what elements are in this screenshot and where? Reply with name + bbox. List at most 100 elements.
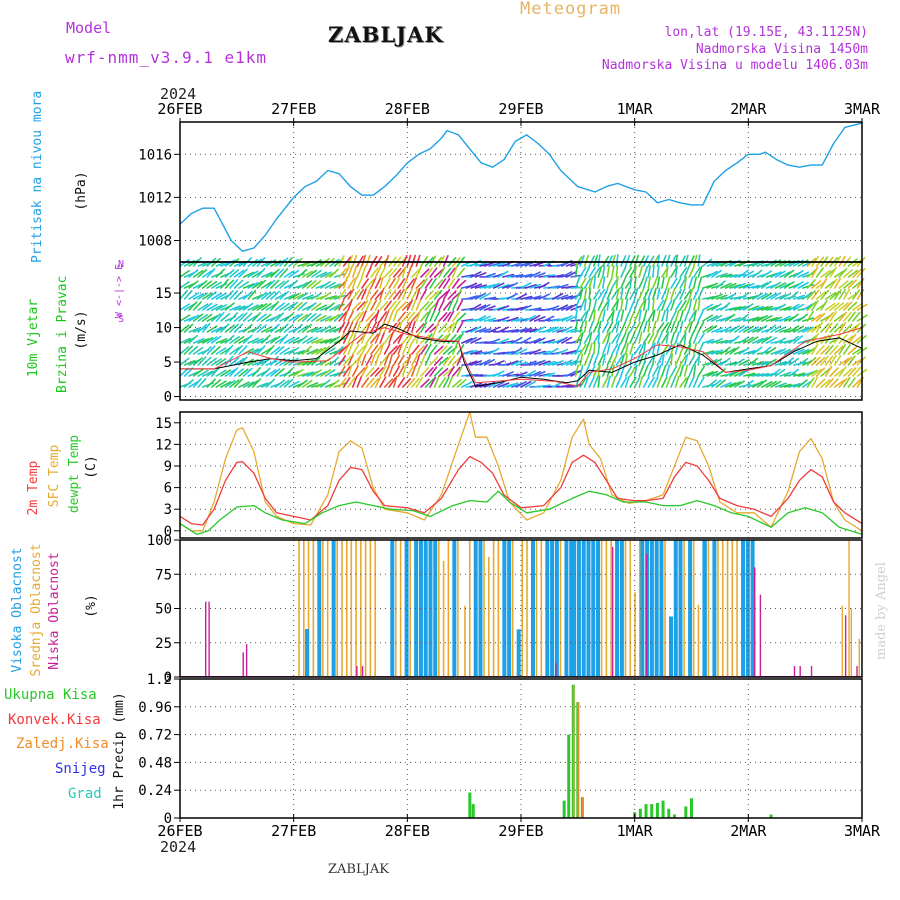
wind-arrow [329, 371, 342, 377]
wind-arrow [629, 310, 636, 322]
wind-arrow [333, 359, 346, 366]
wind-arrow [374, 277, 382, 289]
wind-arrow [597, 254, 601, 267]
wind-arrow [792, 281, 804, 289]
wind-arrow [179, 346, 190, 355]
wind-arrow [338, 355, 347, 366]
high-cloud-bar [569, 540, 574, 677]
high-cloud-bar [649, 540, 654, 677]
wind-arrow [715, 294, 728, 300]
wind-arrow [711, 338, 723, 344]
high-cloud-bar [640, 540, 645, 677]
wind-arrow [224, 369, 236, 377]
wind-arrow [779, 383, 792, 388]
wind-arrow [642, 298, 647, 311]
wind-arrow [406, 288, 413, 300]
wind-arrow [415, 254, 421, 267]
wind-arrow [702, 314, 714, 322]
wind-arrow [756, 379, 767, 388]
wind-arrow [233, 269, 245, 278]
wind-arrow [479, 315, 491, 322]
wind-arrow [461, 274, 474, 278]
wind-arrow [474, 315, 487, 322]
wind-arrow [351, 375, 358, 388]
high-cloud-bar [586, 540, 591, 677]
wind-arrow [811, 299, 819, 311]
wind-arrow [515, 380, 527, 388]
wind-arrow [415, 266, 423, 278]
wind-arrow [761, 346, 772, 355]
wind-arrow [379, 332, 385, 344]
wind-arrow [511, 347, 523, 355]
xtick-label-top: 27FEB [271, 100, 316, 118]
wind-arrow [624, 298, 629, 311]
wind-arrow [288, 270, 300, 278]
wind-arrow [683, 343, 691, 355]
wind-arrow [320, 338, 333, 344]
wind-arrow [411, 277, 418, 289]
wind-arrow [838, 366, 847, 377]
wind-arrow [451, 278, 460, 289]
wind-arrow [729, 381, 741, 388]
wind-arrow [361, 288, 367, 300]
wind-arrow [806, 310, 814, 322]
model-label: Model [66, 19, 112, 37]
wind-arrow [315, 339, 328, 344]
wind-arrow [265, 259, 277, 267]
wind-arrow [465, 295, 478, 300]
wind-arrow [529, 283, 542, 289]
wind-arrow [683, 331, 687, 344]
wind-arrow [520, 261, 533, 267]
wind-arrow [679, 288, 686, 300]
wind-arrow [697, 298, 701, 311]
wind-arrow [838, 288, 846, 300]
wind-arrow [843, 288, 851, 300]
wind-arrow [611, 364, 615, 377]
wind-arrow [342, 309, 349, 322]
wind-arrow [824, 269, 835, 278]
wind-arrow [797, 357, 809, 366]
wind-arrow [688, 255, 695, 267]
wind-arrow [656, 254, 661, 267]
wind-arrow [624, 365, 633, 377]
wind-arrow [265, 345, 275, 355]
wind-arrow [411, 254, 417, 267]
wind-arrow [779, 348, 792, 355]
wind-arrow [824, 365, 833, 377]
wind-arrow [433, 289, 443, 300]
wind-arrow [388, 331, 394, 344]
wind-arrow [265, 290, 276, 300]
wind-arrow [397, 354, 405, 366]
wind-arrow [683, 309, 690, 322]
high-cloud-bar [331, 540, 336, 677]
frz-precip-bar [581, 797, 584, 818]
wind-arrow [270, 301, 280, 311]
wind-arrow [579, 320, 584, 333]
wind-arrow [206, 369, 218, 377]
wind-arrow [383, 343, 391, 355]
high-cloud-bar [404, 540, 409, 677]
wind-arrow [365, 354, 373, 366]
wind-arrow [465, 327, 478, 333]
wind-arrow [274, 280, 286, 289]
wind-arrow [483, 317, 497, 322]
mid-cloud-bar [692, 540, 695, 677]
wind-arrow [201, 292, 213, 300]
wind-arrow [238, 268, 248, 278]
wind-arrow [306, 326, 319, 333]
mid-cloud-bar [848, 540, 850, 677]
frz-precip-bar [577, 702, 579, 818]
wind-arrow [383, 300, 392, 311]
wind-arrow [506, 373, 520, 377]
wind-arrow [697, 288, 704, 300]
wind-arrow [320, 369, 332, 377]
wind-arrow [474, 304, 487, 311]
high-cloud-bar [659, 540, 664, 677]
wind-arrow [242, 367, 253, 377]
wind-legend-south: S [118, 314, 125, 325]
cloud-unit: (%) [84, 594, 99, 618]
wind-arrow [351, 365, 359, 377]
mid-cloud-bar [457, 540, 459, 677]
xtick-label-bottom: 29FEB [498, 822, 543, 840]
wind-arrow [451, 266, 458, 278]
